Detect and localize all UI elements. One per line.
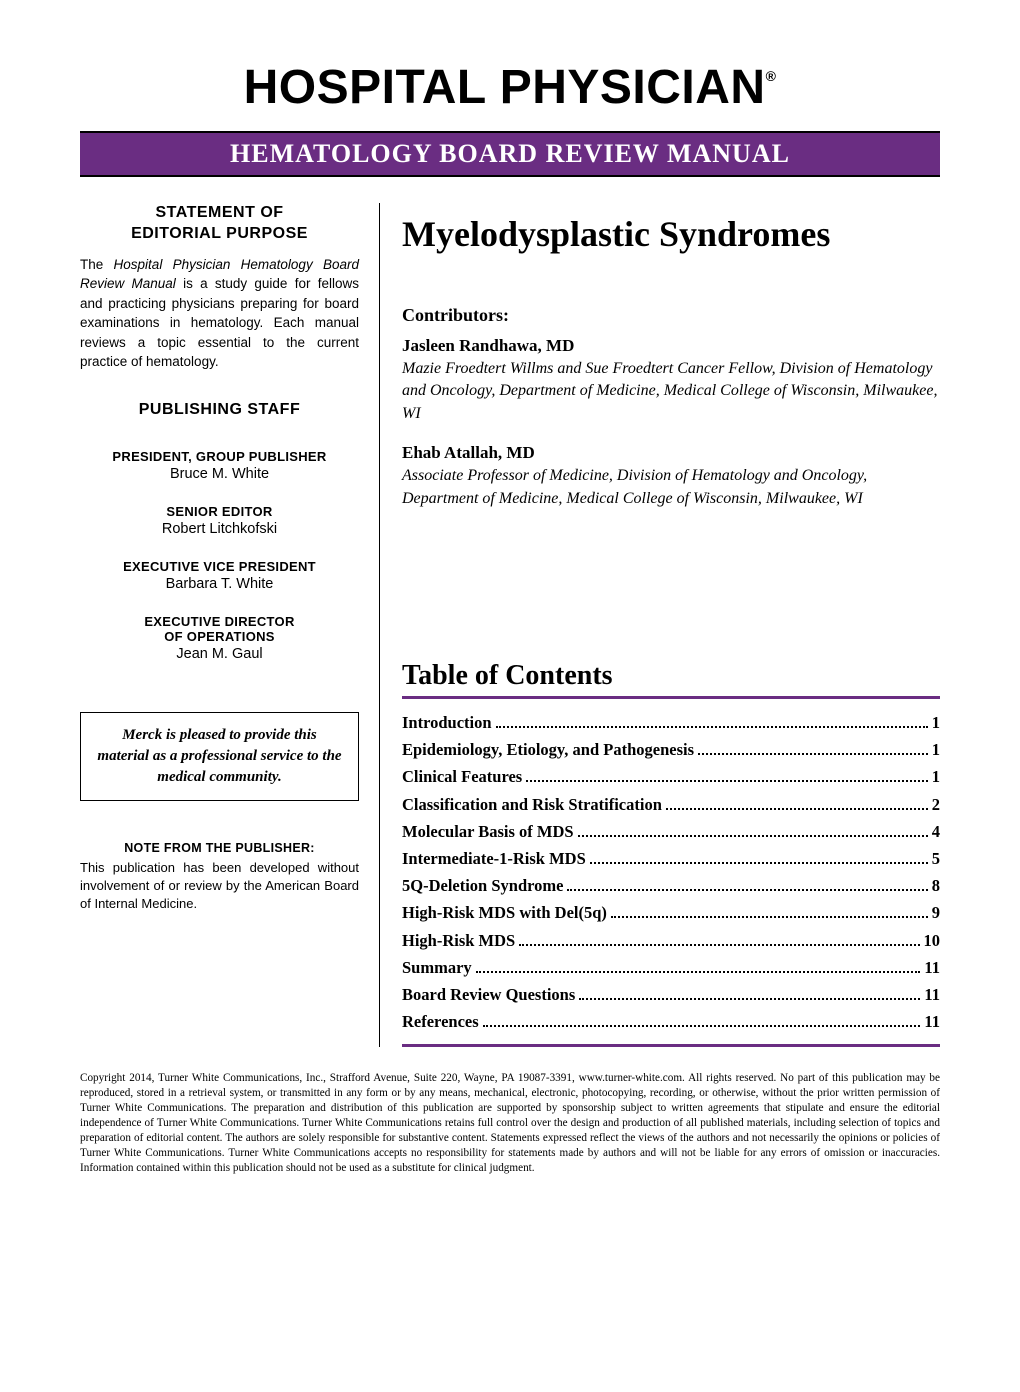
contributor-block: Ehab Atallah, MD Associate Professor of … [402,443,940,510]
toc-row: Introduction 1 [402,709,940,736]
toc-label: References [402,1008,479,1035]
toc-page: 2 [932,791,940,818]
masthead-title: HOSPITAL PHYSICIAN [244,61,766,114]
toc-dots [590,862,928,864]
toc-label: Classification and Risk Stratification [402,791,662,818]
left-column: STATEMENT OF EDITORIAL PURPOSE The Hospi… [80,203,380,1047]
publisher-note-body: This publication has been developed with… [80,859,359,914]
contributor-block: Jasleen Randhawa, MD Mazie Froedtert Wil… [402,336,940,425]
toc-dots [567,889,927,891]
toc-dots [611,916,928,918]
masthead: HOSPITAL PHYSICIAN® [80,60,940,115]
toc-dots [579,998,920,1000]
toc-dots [496,726,928,728]
toc-row: High-Risk MDS with Del(5q) 9 [402,899,940,926]
toc-page: 9 [932,899,940,926]
sponsor-box: Merck is pleased to provide this materia… [80,712,359,801]
toc-page: 1 [932,763,940,790]
toc-row: References 11 [402,1008,940,1035]
editorial-purpose-body: The Hospital Physician Hematology Board … [80,255,359,372]
toc-label: High-Risk MDS with Del(5q) [402,899,607,926]
editorial-prefix: The [80,257,114,272]
toc-label: Molecular Basis of MDS [402,818,574,845]
toc-page: 4 [932,818,940,845]
staff-title: EXECUTIVE VICE PRESIDENT [80,559,359,574]
toc-label: 5Q-Deletion Syndrome [402,872,563,899]
toc-dots [526,780,928,782]
toc-label: Summary [402,954,472,981]
toc-page: 1 [932,709,940,736]
staff-name: Robert Litchkofski [80,521,359,537]
toc-bottom-rule [402,1044,940,1047]
staff-name: Barbara T. White [80,576,359,592]
editorial-head-line2: EDITORIAL PURPOSE [80,224,359,245]
editorial-head-line1: STATEMENT OF [80,203,359,224]
toc-row: Summary 11 [402,954,940,981]
contributors-head: Contributors: [402,305,940,326]
staff-block-president: PRESIDENT, GROUP PUBLISHER Bruce M. Whit… [80,449,359,482]
staff-block-evp: EXECUTIVE VICE PRESIDENT Barbara T. Whit… [80,559,359,592]
registered-mark: ® [766,68,777,84]
editorial-purpose-head: STATEMENT OF EDITORIAL PURPOSE [80,203,359,245]
toc-list: Introduction 1 Epidemiology, Etiology, an… [402,709,940,1036]
toc-page: 10 [924,927,941,954]
two-column-layout: STATEMENT OF EDITORIAL PURPOSE The Hospi… [80,203,940,1047]
toc-page: 11 [924,1008,940,1035]
toc-label: Board Review Questions [402,981,575,1008]
toc-label: Introduction [402,709,492,736]
toc-dots [666,808,928,810]
toc-dots [519,944,919,946]
staff-name: Jean M. Gaul [80,646,359,662]
staff-title: PRESIDENT, GROUP PUBLISHER [80,449,359,464]
contributor-name: Ehab Atallah, MD [402,443,940,463]
toc-dots [698,753,928,755]
contributor-affiliation: Associate Professor of Medicine, Divisio… [402,465,940,510]
toc-page: 1 [932,736,940,763]
staff-title-line2: OF OPERATIONS [80,629,359,644]
toc-dots [483,1025,921,1027]
toc-page: 8 [932,872,940,899]
staff-block-exec-dir: EXECUTIVE DIRECTOR OF OPERATIONS Jean M.… [80,614,359,662]
toc-label: High-Risk MDS [402,927,515,954]
toc-row: Molecular Basis of MDS 4 [402,818,940,845]
toc-row: Epidemiology, Etiology, and Pathogenesis… [402,736,940,763]
publisher-note: NOTE FROM THE PUBLISHER: This publicatio… [80,841,359,914]
section-banner: HEMATOLOGY BOARD REVIEW MANUAL [80,131,940,177]
article-title: Myelodysplastic Syndromes [402,213,940,255]
toc-page: 11 [924,981,940,1008]
toc-label: Clinical Features [402,763,522,790]
staff-block-senior-editor: SENIOR EDITOR Robert Litchkofski [80,504,359,537]
contributor-affiliation: Mazie Froedtert Willms and Sue Froedtert… [402,358,940,425]
copyright-text: Copyright 2014, Turner White Communicati… [80,1071,940,1177]
toc-row: High-Risk MDS 10 [402,927,940,954]
toc-row: Intermediate-1-Risk MDS 5 [402,845,940,872]
toc-label: Epidemiology, Etiology, and Pathogenesis [402,736,694,763]
staff-title-line1: EXECUTIVE DIRECTOR [80,614,359,629]
right-column: Myelodysplastic Syndromes Contributors: … [380,203,940,1047]
toc-label: Intermediate-1-Risk MDS [402,845,586,872]
toc-row: 5Q-Deletion Syndrome 8 [402,872,940,899]
toc-dots [476,971,921,973]
toc-row: Classification and Risk Stratification 2 [402,791,940,818]
toc-page: 5 [932,845,940,872]
staff-title: SENIOR EDITOR [80,504,359,519]
publisher-note-head: NOTE FROM THE PUBLISHER: [80,841,359,855]
toc-dots [578,835,928,837]
toc-row: Board Review Questions 11 [402,981,940,1008]
publishing-staff-head: PUBLISHING STAFF [80,400,359,421]
staff-name: Bruce M. White [80,466,359,482]
toc-row: Clinical Features 1 [402,763,940,790]
toc-head: Table of Contents [402,660,940,699]
contributor-name: Jasleen Randhawa, MD [402,336,940,356]
toc-page: 11 [924,954,940,981]
